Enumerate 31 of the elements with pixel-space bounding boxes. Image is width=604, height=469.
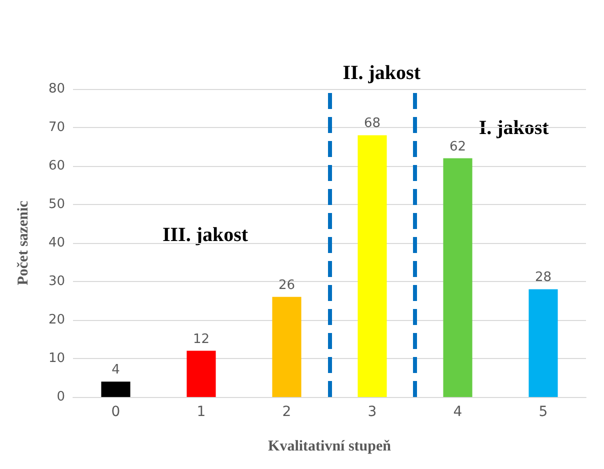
bar xyxy=(528,289,558,397)
x-tick-label: 4 xyxy=(453,404,462,420)
y-tick-label: 30 xyxy=(48,274,65,289)
bar xyxy=(443,158,472,397)
x-tick-label: 5 xyxy=(538,404,548,420)
bar xyxy=(101,382,130,397)
y-tick-label: 50 xyxy=(48,197,65,212)
annotation: III. jakost xyxy=(162,224,248,246)
text: II. jakost xyxy=(342,62,421,84)
y-tick-label: 70 xyxy=(48,120,65,135)
bar xyxy=(358,135,387,397)
data-label: 68 xyxy=(364,116,381,132)
data-label: 62 xyxy=(449,139,466,154)
x-axis-title: Kvalitativní stupeň xyxy=(268,438,392,454)
data-label: 4 xyxy=(112,362,120,378)
x-tick-label: 1 xyxy=(196,404,206,420)
x-tick-label: 3 xyxy=(368,404,377,420)
y-tick-label: 20 xyxy=(48,312,65,328)
bar xyxy=(186,350,216,397)
data-label: 12 xyxy=(192,332,210,347)
y-tick-label: 80 xyxy=(48,82,65,96)
y-axis-title: Počet sazenic xyxy=(16,200,32,286)
y-tick-label: 0 xyxy=(56,390,65,404)
x-tick-label: 2 xyxy=(282,404,292,420)
y-tick-label: 60 xyxy=(48,158,65,174)
data-label: 28 xyxy=(534,270,552,286)
y-tick-label: 40 xyxy=(48,236,65,250)
y-tick-label: 10 xyxy=(48,351,65,366)
bar xyxy=(272,296,302,397)
x-tick-label: 0 xyxy=(111,404,120,420)
data-label: 26 xyxy=(278,278,296,293)
